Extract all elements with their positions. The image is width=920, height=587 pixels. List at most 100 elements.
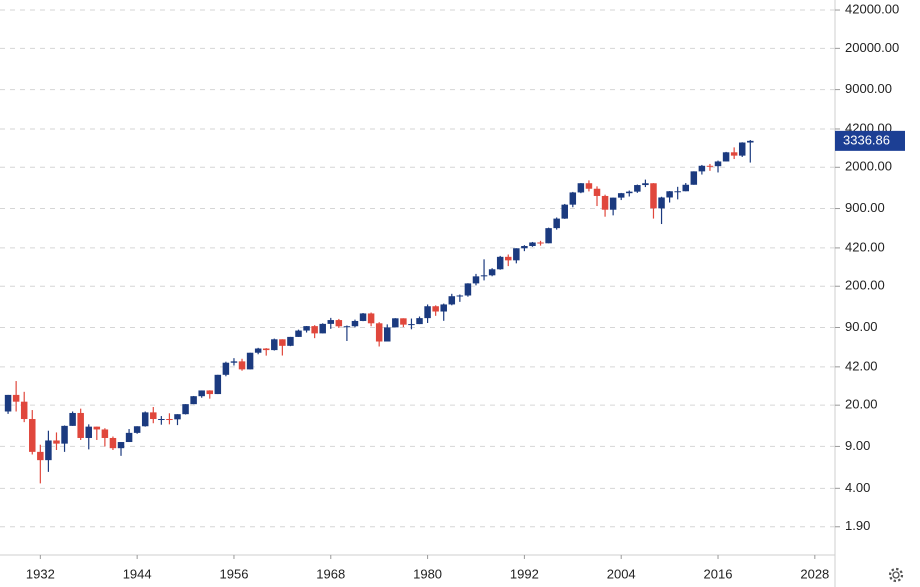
candle-body [271, 339, 278, 351]
candle-body [521, 246, 528, 249]
candle-body [4, 394, 12, 412]
candle-body [480, 275, 488, 277]
candle-body [569, 192, 577, 205]
candle-body [416, 318, 423, 325]
candle-body [141, 412, 149, 427]
candle-body [117, 442, 125, 449]
candle-body [262, 348, 270, 351]
y-tick-label: 42.00 [845, 358, 878, 373]
x-tick-label: 2028 [800, 566, 829, 581]
candle-body [513, 248, 520, 261]
y-tick-label: 9.00 [845, 438, 870, 453]
candle-body [303, 326, 310, 331]
candle-body [642, 183, 649, 186]
candle-body [343, 326, 351, 328]
x-tick-label: 1992 [510, 566, 539, 581]
candle-body [634, 185, 641, 192]
candle-body [537, 242, 544, 244]
y-tick-label: 900.00 [845, 200, 885, 215]
candle-body [408, 324, 415, 326]
candle-body [311, 326, 318, 334]
last-price-label: 3336.86 [843, 132, 890, 147]
y-tick-label: 42000.00 [845, 1, 899, 16]
candle-body [593, 188, 601, 196]
y-tick-label: 4.00 [845, 480, 870, 495]
candle-body [238, 361, 246, 370]
candle-body [529, 242, 536, 247]
candle-body [561, 204, 568, 219]
candle-body [747, 140, 754, 143]
candle-body [77, 412, 84, 438]
candle-body [182, 404, 189, 415]
candle-body [69, 412, 76, 426]
candle-body [626, 191, 633, 194]
candle-body [730, 152, 738, 156]
candle-body [198, 390, 205, 397]
candle-body [295, 330, 302, 337]
y-tick-label: 20.00 [845, 397, 878, 412]
candle-body [424, 306, 431, 319]
y-tick-label: 20000.00 [845, 40, 899, 55]
candle-body [367, 313, 375, 324]
candle-body [674, 191, 681, 193]
candle-body [440, 304, 447, 312]
candle-body [505, 256, 512, 261]
candle-body [206, 390, 214, 395]
candle-body [722, 152, 730, 162]
candle-body [133, 426, 141, 433]
y-tick-label: 2000.00 [845, 159, 892, 174]
last-price-box [835, 130, 905, 151]
candle-body [698, 165, 706, 172]
x-tick-label: 2004 [607, 566, 636, 581]
candle-body [553, 218, 560, 229]
candle-body [706, 165, 714, 167]
x-tick-label: 1980 [413, 566, 442, 581]
settings-icon[interactable] [888, 567, 904, 583]
candle-body [93, 426, 101, 430]
candle-body [456, 295, 464, 297]
settings-icon-core [892, 571, 900, 579]
candle-body [166, 419, 173, 421]
candle-body [472, 276, 480, 284]
x-tick-label: 1932 [26, 566, 55, 581]
candle-body [650, 183, 657, 209]
candle-body [400, 318, 407, 325]
candle-body [109, 437, 117, 449]
candle-body [158, 419, 165, 421]
candle-body [319, 323, 326, 334]
candle-body [738, 142, 746, 156]
x-tick-label: 2016 [704, 566, 733, 581]
x-tick-label: 1944 [123, 566, 152, 581]
candle-body [279, 339, 286, 346]
candle-body [609, 197, 617, 210]
candle-body [61, 425, 68, 444]
candle-body [214, 374, 222, 395]
candle-body [12, 394, 20, 402]
candle-body [464, 283, 472, 296]
candle-body [222, 362, 230, 375]
y-tick-label: 1.90 [845, 518, 870, 533]
candle-body [375, 323, 383, 342]
candle-body [190, 396, 197, 405]
candle-body [585, 183, 593, 189]
candle-body [53, 440, 60, 444]
candle-body [601, 195, 609, 210]
candle-body [577, 183, 585, 193]
candle-body [327, 320, 335, 324]
candle-body [351, 320, 359, 327]
settings-icon-teeth [888, 567, 904, 583]
candle-body [488, 269, 496, 276]
y-tick-label: 200.00 [845, 278, 885, 293]
candle-body [101, 429, 109, 438]
x-tick-label: 1956 [220, 566, 249, 581]
y-tick-label: 9000.00 [845, 81, 892, 96]
candle-body [658, 197, 665, 209]
y-tick-label: 90.00 [845, 319, 878, 334]
candle-body [20, 401, 28, 420]
y-tick-label: 420.00 [845, 239, 885, 254]
candle-body [45, 440, 52, 461]
candle-body [29, 419, 36, 452]
candle-body [383, 327, 391, 342]
